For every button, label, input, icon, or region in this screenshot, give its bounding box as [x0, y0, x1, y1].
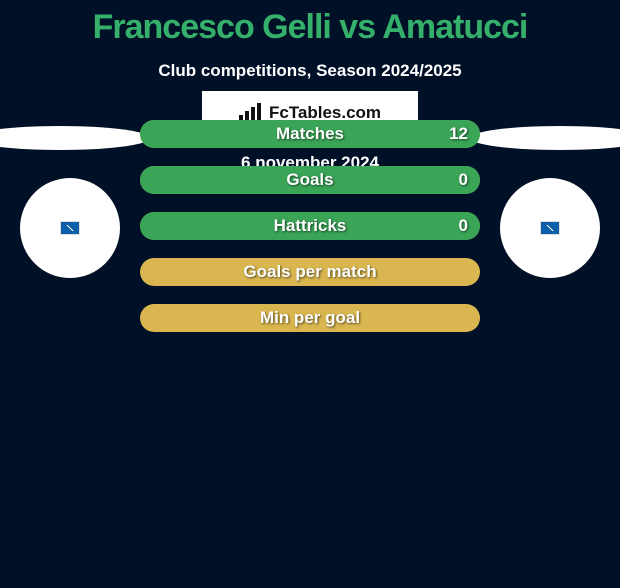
bar-label: Goals: [140, 166, 480, 194]
stats-bars: Matches 12 Goals 0 Hattricks 0 Goals per…: [0, 120, 620, 350]
bar-value: 0: [459, 212, 468, 240]
bar-label: Goals per match: [140, 258, 480, 286]
page-subtitle: Club competitions, Season 2024/2025: [0, 61, 620, 81]
stat-bar: Goals 0: [140, 166, 480, 194]
page-title: Francesco Gelli vs Amatucci: [0, 8, 620, 47]
bar-value: 12: [449, 120, 468, 148]
bar-value: 0: [459, 166, 468, 194]
stat-bar: Hattricks 0: [140, 212, 480, 240]
bar-label: Hattricks: [140, 212, 480, 240]
bar-label: Min per goal: [140, 304, 480, 332]
stat-bar: Goals per match: [140, 258, 480, 286]
stat-bar: Matches 12: [140, 120, 480, 148]
stat-bar: Min per goal: [140, 304, 480, 332]
bar-label: Matches: [140, 120, 480, 148]
